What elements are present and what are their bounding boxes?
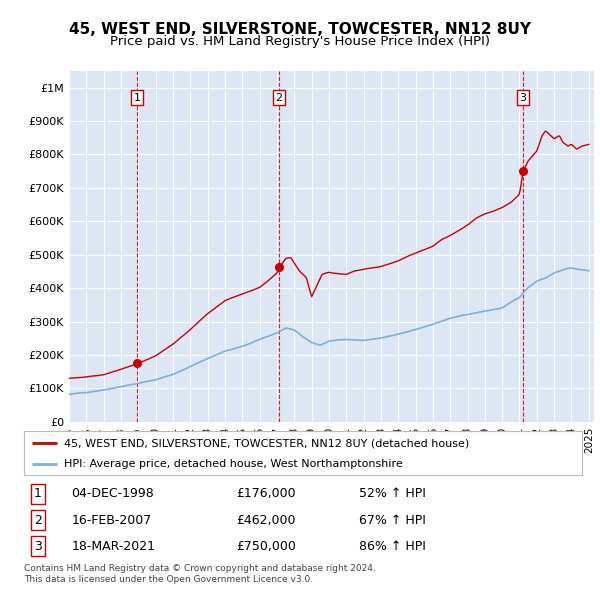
Text: 45, WEST END, SILVERSTONE, TOWCESTER, NN12 8UY: 45, WEST END, SILVERSTONE, TOWCESTER, NN… [69, 22, 531, 37]
Text: £176,000: £176,000 [236, 487, 296, 500]
Text: 1: 1 [34, 487, 42, 500]
Text: This data is licensed under the Open Government Licence v3.0.: This data is licensed under the Open Gov… [24, 575, 313, 584]
Text: £462,000: £462,000 [236, 514, 296, 527]
Text: 52% ↑ HPI: 52% ↑ HPI [359, 487, 425, 500]
Text: 86% ↑ HPI: 86% ↑ HPI [359, 540, 425, 553]
Text: HPI: Average price, detached house, West Northamptonshire: HPI: Average price, detached house, West… [64, 459, 403, 469]
Text: £750,000: £750,000 [236, 540, 296, 553]
Text: 3: 3 [34, 540, 42, 553]
Text: 18-MAR-2021: 18-MAR-2021 [71, 540, 155, 553]
Text: Price paid vs. HM Land Registry's House Price Index (HPI): Price paid vs. HM Land Registry's House … [110, 35, 490, 48]
Text: 67% ↑ HPI: 67% ↑ HPI [359, 514, 425, 527]
Text: 16-FEB-2007: 16-FEB-2007 [71, 514, 152, 527]
Text: 2: 2 [275, 93, 283, 103]
Text: 45, WEST END, SILVERSTONE, TOWCESTER, NN12 8UY (detached house): 45, WEST END, SILVERSTONE, TOWCESTER, NN… [64, 438, 469, 448]
Text: 3: 3 [520, 93, 527, 103]
Text: 1: 1 [133, 93, 140, 103]
Text: 2: 2 [34, 514, 42, 527]
Text: 04-DEC-1998: 04-DEC-1998 [71, 487, 154, 500]
Text: Contains HM Land Registry data © Crown copyright and database right 2024.: Contains HM Land Registry data © Crown c… [24, 564, 376, 573]
